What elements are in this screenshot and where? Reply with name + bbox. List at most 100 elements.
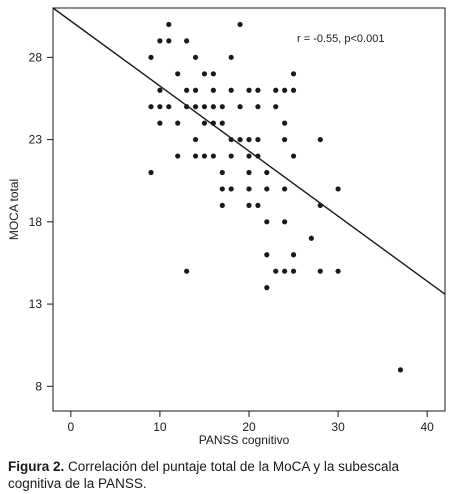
- data-point: [246, 202, 252, 208]
- data-point: [201, 71, 208, 77]
- data-point: [246, 87, 252, 93]
- data-point: [210, 153, 216, 159]
- data-point: [273, 268, 279, 274]
- data-point: [264, 285, 270, 291]
- data-point: [255, 202, 261, 208]
- data-point: [255, 87, 261, 93]
- data-point: [264, 252, 270, 258]
- data-point: [246, 153, 252, 159]
- data-point: [228, 136, 234, 143]
- data-point: [228, 87, 234, 93]
- y-tick-label: 18: [29, 215, 43, 229]
- data-point: [290, 153, 297, 159]
- data-point: [228, 54, 234, 60]
- data-point: [184, 38, 190, 44]
- data-point: [255, 153, 261, 159]
- data-point: [317, 202, 323, 208]
- data-point: [210, 87, 216, 93]
- data-point: [175, 153, 181, 159]
- data-point: [237, 136, 243, 143]
- data-point: [219, 202, 225, 208]
- data-point: [175, 120, 181, 126]
- data-point: [228, 186, 234, 192]
- y-tick-label: 28: [29, 50, 43, 64]
- x-tick-label: 10: [153, 420, 167, 434]
- data-point: [308, 235, 314, 241]
- y-axis-label: MOCA total: [7, 179, 21, 240]
- data-point: [273, 87, 279, 93]
- data-point: [246, 186, 252, 192]
- caption-text: Correlación del puntaje total de la MoCA…: [8, 459, 399, 491]
- x-tick-label: 40: [421, 420, 435, 434]
- data-point: [282, 87, 288, 93]
- data-point: [219, 186, 225, 192]
- data-point: [192, 104, 199, 110]
- data-point: [201, 120, 208, 126]
- data-point: [157, 120, 163, 126]
- data-point: [282, 268, 288, 274]
- data-point: [264, 186, 270, 192]
- data-point: [290, 87, 297, 93]
- data-point: [210, 120, 216, 126]
- data-point: [184, 268, 190, 274]
- data-point: [317, 268, 323, 274]
- data-point: [175, 71, 181, 77]
- data-point: [335, 268, 341, 274]
- data-point: [264, 219, 270, 225]
- data-point: [290, 71, 297, 77]
- data-point: [210, 104, 216, 110]
- data-point: [246, 136, 252, 143]
- data-point: [201, 104, 208, 110]
- data-point: [273, 104, 279, 110]
- data-point: [282, 219, 288, 225]
- data-point: [290, 252, 297, 258]
- x-axis-label: PANSS cognitivo: [199, 433, 290, 447]
- y-tick-label: 8: [35, 379, 42, 393]
- data-point: [237, 104, 243, 110]
- data-point: [317, 136, 323, 143]
- regression-line: [52, 7, 446, 295]
- data-point: [219, 169, 225, 176]
- data-point: [282, 136, 288, 143]
- data-point: [290, 268, 297, 274]
- data-point: [166, 104, 172, 110]
- data-point: [166, 21, 172, 28]
- x-tick-label: 0: [67, 420, 74, 434]
- data-point: [255, 136, 261, 143]
- data-point: [282, 120, 288, 126]
- data-point: [397, 367, 404, 373]
- data-point: [219, 120, 225, 126]
- data-point: [237, 21, 243, 28]
- caption-lead: Figura 2.: [8, 459, 65, 474]
- data-point: [219, 104, 225, 110]
- data-point: [148, 104, 154, 110]
- data-point: [282, 186, 288, 192]
- data-point: [157, 38, 163, 44]
- data-point: [255, 104, 261, 110]
- figure-caption: Figura 2. Correlación del puntaje total …: [8, 458, 453, 492]
- x-tick-label: 30: [331, 420, 345, 434]
- correlation-annotation: r = -0.55, p<0.001: [297, 33, 384, 45]
- scatter-chart: 0 10 20 30 40 8 13 18 23 28 PANSS cognitivo MOCA to…: [7, 7, 446, 447]
- y-tick-label: 13: [29, 297, 43, 311]
- data-point: [148, 169, 154, 176]
- x-tick-label: 20: [242, 420, 256, 434]
- plot-frame: [52, 7, 446, 412]
- y-tick-label: 23: [29, 133, 43, 147]
- data-point: [264, 169, 270, 176]
- data-point: [335, 186, 341, 192]
- data-point: [192, 136, 199, 143]
- data-point: [157, 104, 163, 110]
- data-point: [166, 38, 172, 44]
- data-point: [201, 153, 208, 159]
- data-point: [148, 54, 154, 60]
- data-point: [192, 54, 199, 60]
- data-point: [246, 169, 252, 176]
- data-point: [228, 153, 234, 159]
- data-point: [210, 71, 216, 77]
- data-point: [192, 87, 199, 93]
- data-point: [157, 87, 163, 93]
- data-point: [184, 104, 190, 110]
- data-point: [184, 87, 190, 93]
